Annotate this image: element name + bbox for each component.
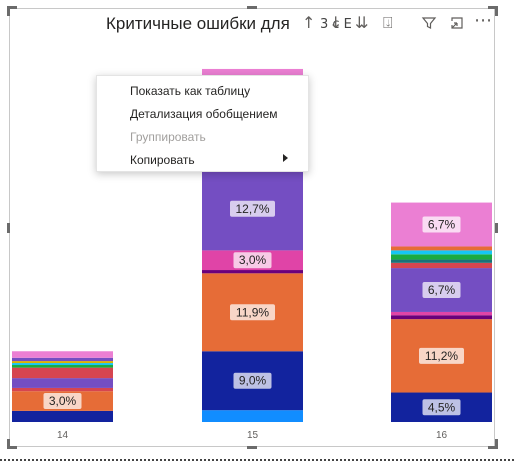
- menu-item-group: Группировать: [130, 130, 206, 144]
- menu-item-show-as-table[interactable]: Показать как таблицу: [130, 84, 251, 98]
- sort-descending-icon[interactable]: ↓: [329, 13, 343, 32]
- page-boundary-line: [0, 459, 514, 461]
- menu-item-copy[interactable]: Копировать: [130, 153, 195, 167]
- x-tick-label-15: 15: [247, 430, 259, 441]
- resize-handle-bottom-right[interactable]: [488, 446, 498, 449]
- bar-segment-16-7[interactable]: [391, 254, 492, 260]
- data-label-bg-15-4: [233, 252, 272, 269]
- data-label-bg-16-10: [422, 216, 461, 233]
- bar-segment-14-7[interactable]: [12, 361, 113, 364]
- data-label-15-2: 11,9%: [236, 305, 269, 319]
- bar-segment-16-2[interactable]: [391, 315, 492, 320]
- resize-handle-top-right[interactable]: [488, 6, 498, 9]
- bar-segment-14-9[interactable]: [12, 351, 113, 358]
- resize-handle-bottom-left[interactable]: [7, 446, 17, 449]
- resize-handle-bottom-left-v[interactable]: [7, 439, 10, 449]
- bar-segment-16-9[interactable]: [391, 246, 492, 251]
- bar-segment-14-5[interactable]: [12, 365, 113, 368]
- resize-handle-top-left-v[interactable]: [7, 6, 10, 16]
- bar-segment-14-2[interactable]: [12, 387, 113, 392]
- bar-segment-16-6[interactable]: [391, 259, 492, 263]
- bar-segment-15-3[interactable]: [202, 270, 303, 274]
- data-label-16-1: 11,2%: [425, 349, 458, 363]
- data-label-bg-15-2: [230, 304, 275, 321]
- focus-mode-icon[interactable]: [449, 15, 465, 36]
- bar-segment-16-5[interactable]: [391, 262, 492, 269]
- more-options-icon[interactable]: ⋯: [474, 10, 492, 31]
- data-label-16-4: 6,7%: [428, 283, 456, 297]
- bar-segment-14-6[interactable]: [12, 363, 113, 366]
- resize-handle-bottom-mid[interactable]: [247, 446, 257, 449]
- resize-handle-left-mid[interactable]: [7, 223, 10, 233]
- data-label-bg-15-5: [230, 200, 275, 217]
- chart-title: Критичные ошибки для: [106, 14, 290, 33]
- resize-handle-top-left[interactable]: [7, 6, 17, 9]
- context-menu: Показать как таблицу Детализация обобщен…: [96, 75, 309, 172]
- data-label-bg-15-1: [233, 372, 272, 389]
- bar-segment-14-0[interactable]: [12, 410, 113, 422]
- bar-segment-16-3[interactable]: [391, 311, 492, 316]
- data-label-bg-16-1: [419, 347, 464, 364]
- filter-icon[interactable]: [421, 15, 437, 36]
- bar-segment-14-8[interactable]: [12, 357, 113, 362]
- bar-segment-15-0[interactable]: [202, 410, 303, 422]
- bar-segment-16-8[interactable]: [391, 250, 492, 255]
- bar-segment-14-4[interactable]: [12, 367, 113, 379]
- x-tick-label-16: 16: [436, 430, 448, 441]
- x-tick-label-14: 14: [57, 430, 69, 441]
- bar-segment-14-3[interactable]: [12, 378, 113, 388]
- data-label-bg-14-1: [43, 393, 82, 410]
- expand-hierarchy-icon[interactable]: ⍗: [383, 13, 393, 32]
- title-overlay-mask: [298, 10, 410, 40]
- title-fragment: 3 с Е: [320, 17, 352, 32]
- data-label-15-5: 12,7%: [235, 202, 269, 216]
- data-label-14-1: 3,0%: [49, 394, 77, 408]
- data-label-15-1: 9,0%: [239, 374, 267, 388]
- resize-handle-top-right-v[interactable]: [495, 6, 498, 16]
- data-label-16-0: 4,5%: [428, 400, 456, 414]
- menu-item-drill-through[interactable]: Детализация обобщением: [130, 107, 278, 121]
- data-label-bg-16-0: [422, 399, 461, 416]
- data-label-15-4: 3,0%: [239, 253, 267, 267]
- resize-handle-bottom-right-v[interactable]: [495, 439, 498, 449]
- drill-down-icon[interactable]: ⇊: [355, 13, 369, 32]
- resize-handle-right-mid[interactable]: [495, 223, 498, 233]
- resize-handle-top-mid[interactable]: [247, 6, 257, 9]
- data-label-16-10: 6,7%: [428, 218, 456, 232]
- sort-ascending-icon[interactable]: ↑: [302, 13, 316, 32]
- data-label-bg-16-4: [422, 282, 461, 299]
- chevron-right-icon: [283, 154, 288, 162]
